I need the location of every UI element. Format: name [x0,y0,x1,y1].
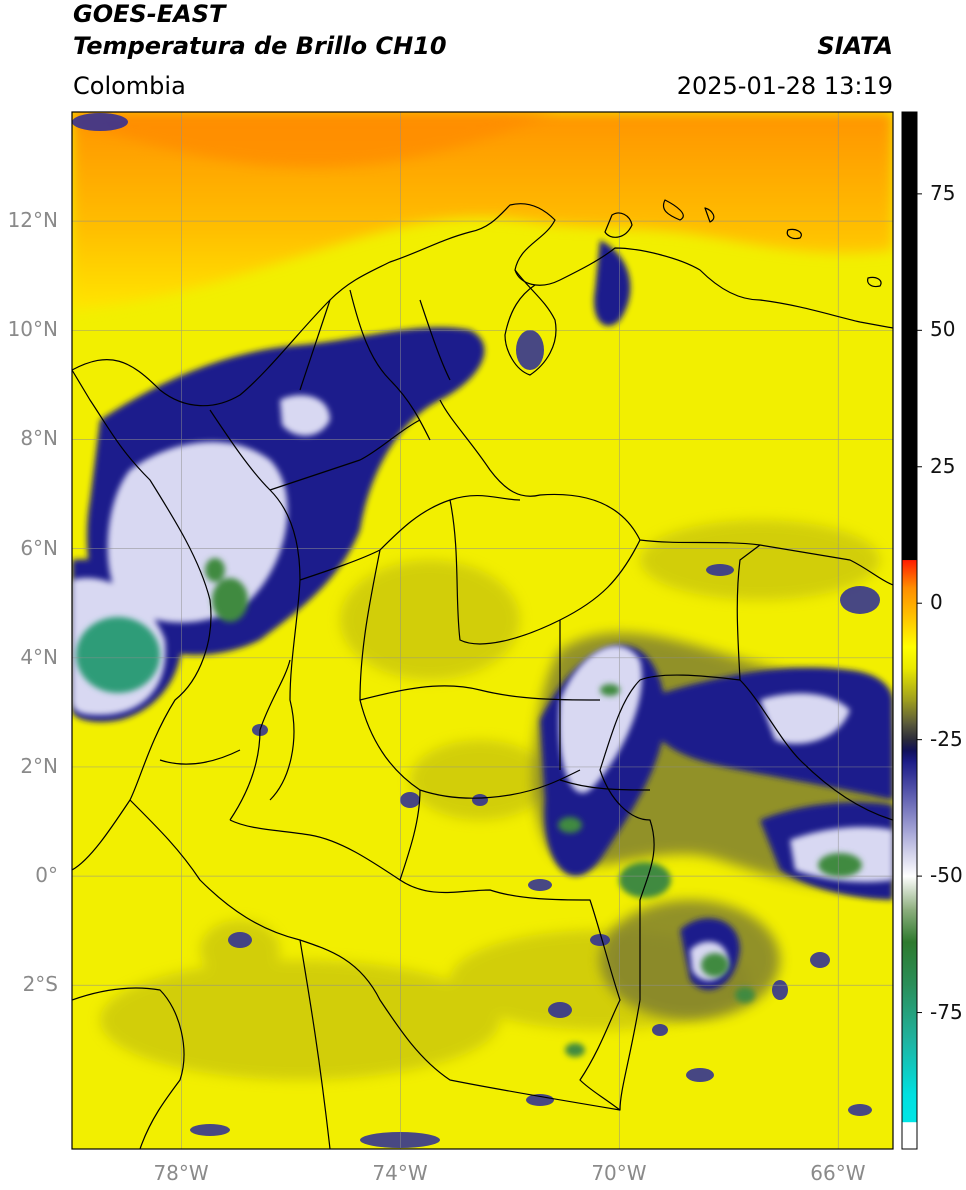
colorbar-segment [902,985,917,1041]
map-area [72,112,893,1149]
colorbar-segment [902,832,917,877]
map-frame [71,111,894,1150]
datetime-label: 2025-01-28 13:19 [676,72,893,100]
brand-label: SIATA [817,32,893,60]
lon-tick-label: 74°W [372,1161,428,1185]
colorbar-segment [902,908,917,943]
colorbar-segment [902,750,917,762]
colorbar-segment [902,761,917,790]
lat-tick-label: 8°N [20,426,58,451]
colorbar-tick-label: -25 [930,726,963,751]
colorbar-tick-label: 75 [930,180,956,205]
colorbar-tick-label: 50 [930,317,956,342]
colorbar [902,112,917,1150]
lat-tick-label: 10°N [7,317,58,342]
borders [72,199,893,1149]
colorbar-tick-marks [917,193,922,1014]
colorbar-segment [902,1121,917,1150]
scattered-cells [72,113,880,1148]
colorbar-segment [902,668,917,702]
colorbar-tick-label: -50 [930,863,963,888]
colorbar-tick-label: -75 [930,999,963,1024]
gridlines [72,112,893,1149]
colorbar-tick-label: 0 [930,590,943,615]
colorbar-segment [902,619,917,648]
region-label: Colombia [73,72,186,100]
colorbar-segment [902,646,917,670]
lat-tick-label: 2°N [20,753,58,778]
lon-tick-label: 70°W [591,1161,647,1185]
lat-tick-label: 0° [35,863,58,888]
colorbar-segment [902,876,917,910]
title-product: Temperatura de Brillo CH10 [73,32,447,60]
colorbar-frame [901,111,918,1150]
lon-tick-label: 78°W [153,1161,209,1185]
lat-tick-label: 4°N [20,644,58,669]
lon-tick-label: 66°W [810,1161,866,1185]
colorbar-segment [902,701,917,724]
colorbar-tick-label: 25 [930,453,956,478]
colorbar-segment [902,559,917,588]
lat-tick-label: 6°N [20,535,58,560]
colorbar-segment [902,723,917,741]
colorbar-segment [902,941,917,986]
colorbar-segment [902,1039,917,1095]
colorbar-segment [902,1094,917,1123]
colorbar-segment [902,788,917,833]
coldest-tops-green [76,558,862,1057]
lat-tick-label: 2°S [22,972,58,997]
colorbar-segment [902,586,917,621]
lat-tick-label: 12°N [7,208,58,233]
colorbar-segment [902,112,917,561]
warm-region [72,112,893,310]
title-satellite: GOES-EAST [73,0,226,28]
colorbar-segment [902,739,917,752]
